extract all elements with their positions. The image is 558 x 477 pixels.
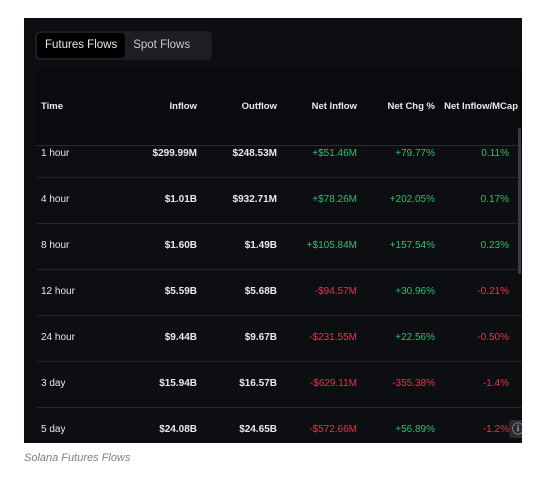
cell-net-mcap: -0.50% — [477, 332, 509, 343]
header-net-chg[interactable]: Net Chg % — [387, 101, 436, 112]
cell-net-inflow: -$629.11M — [309, 378, 357, 389]
table-row: 24 hour $9.44B $9.67B -$231.55M +22.56% -0.50… — [37, 315, 522, 362]
cell-inflow: $5.59B — [164, 286, 197, 297]
cell-net-inflow: -$231.55M — [309, 332, 357, 343]
cell-net-chg: -355.38% — [392, 378, 435, 389]
cell-net-inflow: -$94.57M — [314, 286, 357, 297]
futures-flows-panel: Futures Flows Spot Flows Time Inflow Out… — [24, 18, 522, 443]
cell-inflow: $15.94B — [159, 378, 197, 389]
cell-outflow: $1.49B — [244, 240, 277, 251]
cell-outflow: $248.53M — [232, 148, 277, 159]
cell-inflow: $1.60B — [164, 240, 197, 251]
cell-net-mcap: 0.17% — [480, 194, 509, 205]
cell-net-mcap: -0.21% — [477, 286, 509, 297]
cell-outflow: $24.65B — [239, 424, 277, 435]
cell-inflow: $24.08B — [159, 424, 197, 435]
header-divider — [37, 145, 522, 146]
cell-net-chg: +157.54% — [389, 240, 435, 251]
table-row: 1 hour $299.99M $248.53M +$51.46M +79.77% 0.1… — [37, 131, 522, 178]
caption: Solana Futures Flows — [24, 452, 131, 464]
cell-outflow: $16.57B — [239, 378, 277, 389]
tab-spot-flows[interactable]: Spot Flows — [133, 39, 191, 51]
cell-inflow: $9.44B — [164, 332, 197, 343]
cell-net-mcap: -1.2% — [482, 424, 509, 435]
info-circle-icon[interactable]: ⓘ — [509, 420, 522, 438]
cell-time: 24 hour — [41, 332, 75, 343]
table-row: 5 day $24.08B $24.65B -$572.66M +56.89% -1.2% — [37, 407, 522, 443]
cell-outflow: $5.68B — [244, 286, 277, 297]
cell-time: 3 day — [41, 378, 66, 389]
cell-net-inflow: +$51.46M — [312, 148, 357, 159]
cell-time: 12 hour — [41, 286, 75, 297]
cell-inflow: $299.99M — [152, 148, 197, 159]
cell-time: 5 day — [41, 424, 66, 435]
cell-net-inflow: -$572.66M — [309, 424, 357, 435]
cell-time: 4 hour — [41, 194, 70, 205]
cell-net-chg: +22.56% — [395, 332, 435, 343]
tab-futures-flows[interactable]: Futures Flows — [37, 33, 126, 58]
table-row: 4 hour $1.01B $932.71M +$78.26M +202.05% 0.17… — [37, 177, 522, 224]
table-row: 8 hour $1.60B $1.49B +$105.84M +157.54% 0.23% — [37, 223, 522, 270]
cell-net-mcap: 0.23% — [480, 240, 509, 251]
header-time[interactable]: Time — [41, 101, 64, 112]
cell-net-inflow: +$78.26M — [312, 194, 357, 205]
cell-net-mcap: -1.4% — [482, 378, 509, 389]
header-net-inflow[interactable]: Net Inflow — [311, 101, 357, 112]
cell-net-chg: +202.05% — [389, 194, 435, 205]
header-outflow[interactable]: Outflow — [241, 101, 277, 112]
flow-tabs: Futures Flows Spot Flows — [35, 31, 212, 60]
header-inflow[interactable]: Inflow — [169, 101, 197, 112]
cell-inflow: $1.01B — [164, 194, 197, 205]
scrollbar[interactable] — [518, 128, 521, 274]
cell-outflow: $932.71M — [232, 194, 277, 205]
cell-net-mcap: 0.11% — [481, 148, 509, 159]
cell-time: 1 hour — [41, 148, 70, 159]
cell-net-chg: +56.89% — [395, 424, 435, 435]
header-net-inflow-mcap[interactable]: Net Inflow/MCap — [444, 101, 518, 112]
cell-net-inflow: +$105.84M — [306, 240, 357, 251]
cell-outflow: $9.67B — [244, 332, 277, 343]
table-row: 12 hour $5.59B $5.68B -$94.57M +30.96% -0.21% — [37, 269, 522, 316]
cell-net-chg: +79.77% — [395, 148, 435, 159]
cell-net-chg: +30.96% — [395, 286, 435, 297]
cell-time: 8 hour — [41, 240, 70, 251]
table-row: 3 day $15.94B $16.57B -$629.11M -355.38% -1.4… — [37, 361, 522, 408]
table-header: Time Inflow Outflow Net Inflow Net Chg %… — [37, 69, 522, 145]
